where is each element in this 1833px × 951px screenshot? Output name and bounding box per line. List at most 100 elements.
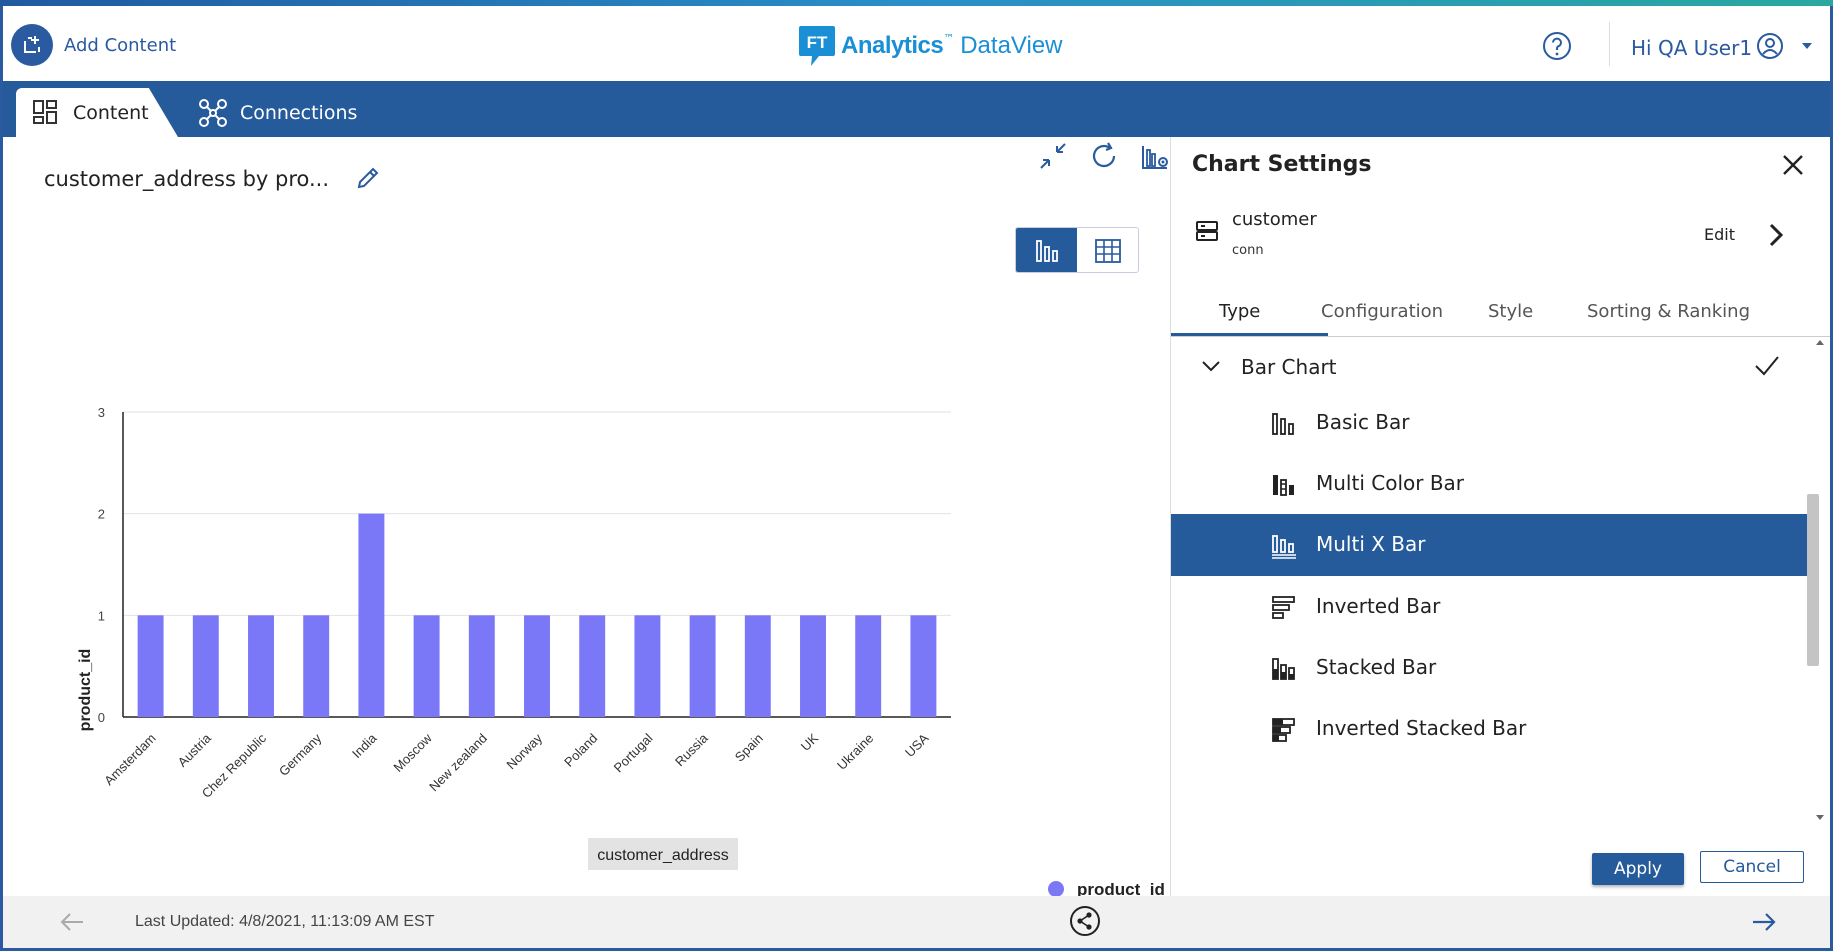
tab-content[interactable]: Content: [16, 88, 178, 137]
chart-type-list: Bar Chart Basic Bar: [1171, 337, 1809, 823]
frame-left: [0, 81, 3, 951]
x-tick-label: UK: [798, 730, 822, 754]
chart-type-stacked-bar[interactable]: Stacked Bar: [1171, 637, 1809, 699]
add-content-button[interactable]: [11, 24, 53, 66]
tab-sorting-ranking[interactable]: Sorting & Ranking: [1587, 301, 1751, 322]
chart-title: customer_address by pro...: [44, 167, 330, 191]
tab-content-label: Content: [73, 102, 149, 124]
user-greeting[interactable]: Hi QA User1: [1631, 36, 1753, 60]
bar[interactable]: [910, 615, 937, 717]
bar[interactable]: [192, 615, 219, 717]
chart-type-multi-color-bar[interactable]: Multi Color Bar: [1171, 453, 1809, 515]
footer-bar: Last Updated: 4/8/2021, 11:13:09 AM EST: [3, 896, 1830, 948]
list-scrollbar[interactable]: [1811, 337, 1829, 823]
legend-swatch[interactable]: [1048, 881, 1064, 897]
chevron-down-icon: [1202, 361, 1220, 372]
help-icon[interactable]: [1541, 30, 1573, 62]
dashboard-icon: [33, 100, 57, 124]
bar[interactable]: [303, 615, 330, 717]
bar[interactable]: [689, 615, 716, 717]
brand-name: Analytics: [841, 32, 944, 59]
tab-type[interactable]: Type: [1219, 301, 1261, 322]
bar[interactable]: [634, 615, 661, 717]
bar[interactable]: [413, 615, 440, 717]
bar[interactable]: [468, 615, 495, 717]
chart-type-multi-x-bar[interactable]: Multi X Bar: [1171, 514, 1809, 576]
multi-x-bar-icon: [1272, 535, 1296, 559]
x-axis-label: customer_address: [597, 847, 729, 864]
x-tick-label: Norway: [503, 730, 545, 772]
table-view-button[interactable]: [1077, 228, 1138, 272]
edit-connection-button[interactable]: Edit: [1704, 225, 1735, 244]
legend-label[interactable]: product_id: [1077, 880, 1165, 897]
chart-settings-icon[interactable]: [1139, 140, 1171, 172]
last-updated-text: Last Updated: 4/8/2021, 11:13:09 AM EST: [135, 913, 435, 930]
multi-color-bar-icon: [1273, 475, 1294, 496]
y-axis-label: product_id: [77, 649, 94, 732]
bar[interactable]: [855, 615, 882, 717]
basic-bar-icon: [1272, 413, 1294, 435]
x-tick-label: Spain: [732, 731, 766, 765]
frame-bottom: [0, 948, 1833, 951]
refresh-icon[interactable]: [1088, 140, 1120, 172]
cancel-button[interactable]: Cancel: [1700, 851, 1804, 883]
chart-type-inverted-stacked-bar[interactable]: Inverted Stacked Bar: [1171, 698, 1809, 760]
close-icon[interactable]: [1779, 151, 1807, 179]
brand-tm: ™: [943, 32, 955, 45]
x-tick-label: New zealand: [426, 731, 490, 795]
edit-title-icon[interactable]: [355, 165, 381, 191]
share-icon[interactable]: [1069, 905, 1101, 937]
bar-chart-group[interactable]: Bar Chart: [1171, 337, 1809, 395]
bar[interactable]: [524, 615, 550, 717]
chevron-right-icon[interactable]: [1766, 221, 1786, 249]
chart-type-label: Multi X Bar: [1316, 532, 1426, 556]
tab-style[interactable]: Style: [1488, 301, 1534, 322]
top-accent-line: [0, 0, 1833, 6]
table-grid-icon: [1094, 239, 1121, 263]
chart-type-label: Inverted Bar: [1316, 594, 1441, 618]
scroll-down-icon: [1816, 815, 1824, 820]
bar[interactable]: [137, 615, 164, 717]
minimize-icon[interactable]: [1037, 140, 1069, 172]
active-tab-indicator: [1171, 333, 1328, 336]
chart-type-label: Basic Bar: [1316, 410, 1410, 434]
x-tick-label: Ukraine: [834, 731, 876, 773]
chart-view-button[interactable]: [1016, 228, 1077, 272]
connection-name: customer: [1232, 209, 1317, 230]
tab-connections[interactable]: Connections: [198, 98, 357, 128]
settings-title: Chart Settings: [1192, 152, 1372, 177]
x-tick-label: Austria: [175, 730, 215, 770]
check-icon: [1755, 356, 1779, 376]
bar-chart-icon: [1035, 240, 1058, 262]
chart-type-label: Inverted Stacked Bar: [1316, 716, 1527, 740]
arrow-left-icon[interactable]: [59, 910, 85, 934]
chart-type-inverted-bar[interactable]: Inverted Bar: [1171, 576, 1809, 638]
arrow-right-icon[interactable]: [1751, 910, 1777, 934]
bar[interactable]: [248, 615, 274, 717]
add-content-label[interactable]: Add Content: [64, 35, 177, 56]
user-avatar-icon[interactable]: [1755, 31, 1785, 61]
svg-text:FT: FT: [807, 33, 828, 52]
chart-panel: customer_address by pro...: [3, 137, 1171, 899]
connections-icon: [199, 99, 227, 127]
bar[interactable]: [800, 615, 826, 717]
bar[interactable]: [358, 513, 385, 717]
bar[interactable]: [744, 615, 771, 717]
user-menu-caret-icon[interactable]: [1800, 41, 1814, 51]
y-tick-label: 1: [98, 608, 105, 623]
settings-tabs: Type Configuration Style Sorting & Ranki…: [1171, 285, 1831, 337]
chart-type-basic-bar[interactable]: Basic Bar: [1171, 392, 1809, 454]
tab-connections-label: Connections: [240, 102, 358, 124]
scrollbar-thumb[interactable]: [1807, 494, 1819, 666]
inverted-stacked-bar-icon: [1272, 718, 1295, 742]
app-logo: FT Analytics ™ DataView: [797, 24, 1063, 68]
header-divider: [1609, 22, 1610, 66]
chart-type-label: Stacked Bar: [1316, 655, 1437, 679]
tab-configuration[interactable]: Configuration: [1321, 301, 1444, 322]
bar[interactable]: [579, 615, 606, 717]
scroll-up-icon: [1816, 340, 1824, 345]
apply-button[interactable]: Apply: [1592, 853, 1684, 885]
view-toggle: [1015, 227, 1139, 273]
connection-subtitle: conn: [1232, 243, 1264, 258]
